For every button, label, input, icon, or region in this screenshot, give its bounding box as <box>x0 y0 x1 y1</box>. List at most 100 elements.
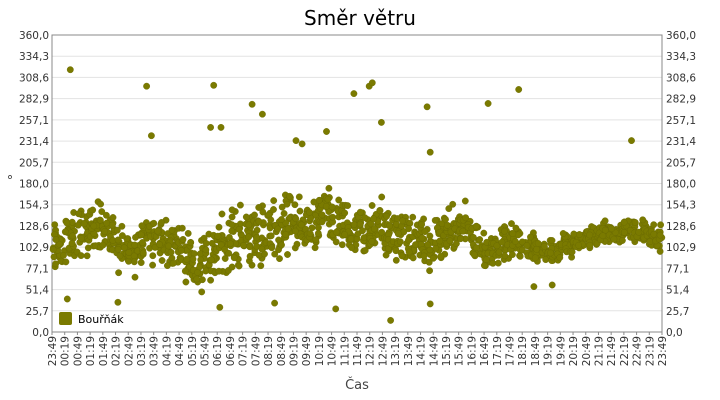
y-tick-label-right: 51,4 <box>666 285 690 297</box>
data-point <box>338 241 346 249</box>
data-point <box>276 255 283 263</box>
y-tick-label-left: 180,0 <box>19 179 49 191</box>
data-point <box>599 232 607 240</box>
data-point <box>370 225 378 233</box>
data-point <box>137 259 145 266</box>
data-point <box>198 276 206 284</box>
data-point <box>278 241 285 249</box>
data-point <box>297 221 305 229</box>
data-point <box>445 205 453 213</box>
data-point <box>436 237 444 245</box>
data-point <box>657 221 664 229</box>
data-point <box>49 246 57 253</box>
data-point <box>292 137 300 145</box>
data-points <box>49 66 666 324</box>
data-point <box>650 221 658 229</box>
data-point <box>69 232 76 240</box>
data-point <box>179 235 187 243</box>
legend-swatch <box>59 312 72 325</box>
data-point <box>97 216 104 224</box>
data-point <box>52 236 60 244</box>
data-point <box>221 255 229 262</box>
data-point <box>650 230 658 238</box>
data-point <box>494 259 502 267</box>
data-point <box>60 251 67 259</box>
data-point <box>270 197 278 205</box>
x-tick-label: 00:49 <box>72 336 84 366</box>
data-point <box>139 249 147 257</box>
data-point <box>359 227 366 235</box>
y-tick-label-left: 257,1 <box>19 115 49 127</box>
data-point <box>516 252 524 260</box>
y-tick-label-left: 25,7 <box>26 306 49 318</box>
data-point <box>323 128 330 135</box>
data-point <box>350 90 358 98</box>
data-point <box>530 283 538 290</box>
y-tick-label-left: 128,6 <box>19 221 49 233</box>
data-point <box>196 263 204 271</box>
data-point <box>242 213 250 221</box>
data-point <box>132 233 139 241</box>
data-point <box>252 234 260 242</box>
data-point <box>216 303 224 311</box>
data-point <box>245 221 253 229</box>
data-point <box>207 276 215 284</box>
x-tick-label: 18:19 <box>517 336 529 366</box>
data-point <box>271 299 278 307</box>
x-tick-label: 09:19 <box>288 336 300 366</box>
data-point <box>245 233 253 241</box>
data-point <box>482 256 490 264</box>
data-point <box>432 244 440 252</box>
data-point <box>246 243 254 251</box>
data-point <box>348 244 355 252</box>
data-point <box>218 210 226 218</box>
data-point <box>548 281 556 289</box>
data-point <box>77 252 85 260</box>
data-point <box>52 260 59 268</box>
data-point <box>156 241 164 248</box>
data-point <box>656 231 664 239</box>
y-tick-label-right: 231,4 <box>666 136 696 148</box>
data-point <box>426 148 434 156</box>
data-point <box>424 241 432 249</box>
data-point <box>306 208 313 216</box>
data-point <box>61 228 69 236</box>
data-point <box>147 132 155 140</box>
x-tick-label: 14:49 <box>428 336 440 366</box>
x-tick-label: 07:49 <box>250 336 262 366</box>
data-point <box>656 247 664 255</box>
x-tick-label: 12:19 <box>365 336 377 366</box>
y-tick-label-left: 51,4 <box>26 285 50 297</box>
y-tick-label-right: 257,1 <box>666 115 696 127</box>
data-point <box>476 236 484 243</box>
data-point <box>178 224 186 232</box>
x-tick-label: 04:19 <box>161 336 173 366</box>
x-tick-label: 17:49 <box>505 336 517 366</box>
y-tick-label-right: 154,3 <box>666 200 696 212</box>
data-point <box>158 257 166 264</box>
data-point <box>63 219 71 227</box>
data-point <box>268 244 276 252</box>
data-point <box>182 278 190 286</box>
data-point <box>368 237 376 245</box>
data-point <box>368 79 376 87</box>
data-point <box>361 214 369 222</box>
data-point <box>298 140 306 148</box>
y-tick-label-left: 282,9 <box>19 94 49 106</box>
data-point <box>255 217 263 225</box>
data-point <box>314 229 322 237</box>
data-point <box>138 222 146 230</box>
data-point <box>98 208 106 216</box>
data-point <box>291 227 299 235</box>
data-point <box>154 227 162 235</box>
data-point <box>116 252 124 260</box>
data-point <box>114 298 122 306</box>
data-point <box>270 206 277 213</box>
data-point <box>278 216 285 223</box>
data-point <box>409 254 417 262</box>
data-point <box>80 220 88 228</box>
y-tick-label-left: 0,0 <box>32 327 49 339</box>
data-point <box>347 235 355 243</box>
data-point <box>480 262 488 269</box>
y-tick-label-right: 282,9 <box>666 94 696 106</box>
